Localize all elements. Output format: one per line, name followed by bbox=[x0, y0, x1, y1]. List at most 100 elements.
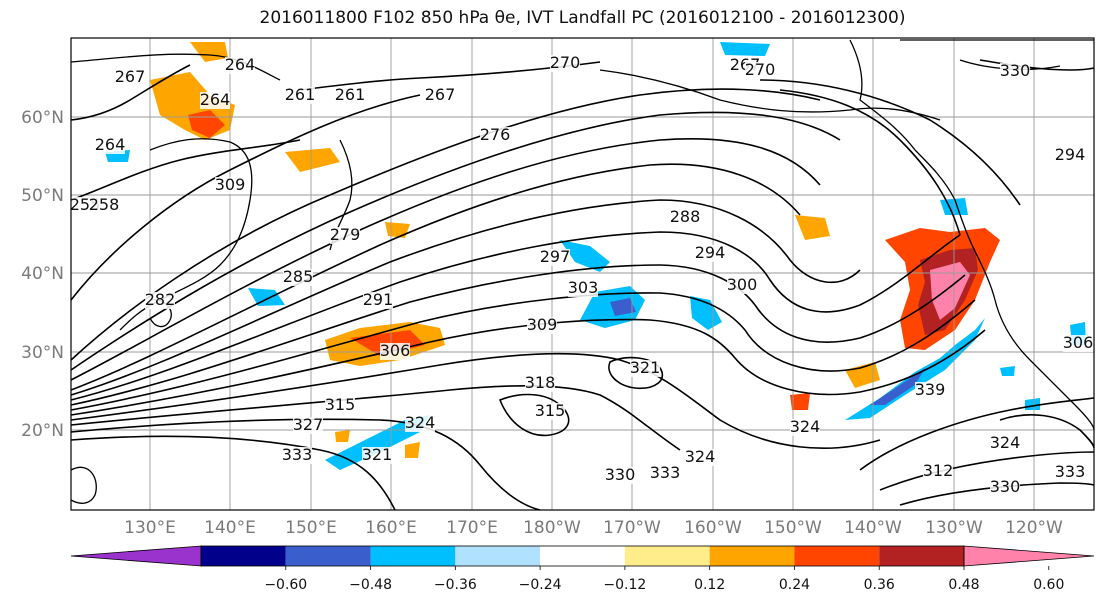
lon-tick-label: 150°E bbox=[285, 518, 337, 538]
contour-label-text: 294 bbox=[695, 243, 726, 262]
lon-tick-label: 120°W bbox=[1005, 518, 1063, 538]
contour-label: 315 bbox=[325, 395, 355, 414]
shade-blob bbox=[560, 240, 610, 272]
contour-label-text: 324 bbox=[790, 417, 821, 436]
contour-label: 330 bbox=[1000, 61, 1031, 80]
lon-tick-label: 170°E bbox=[446, 518, 498, 538]
contour-line bbox=[759, 79, 1021, 206]
contour-label-text: 330 bbox=[1000, 61, 1031, 80]
graticule bbox=[71, 38, 1094, 510]
contour-label-bg bbox=[727, 277, 757, 294]
contour-label-bg bbox=[363, 292, 393, 309]
contour-label: 306 bbox=[380, 341, 410, 360]
contour-labels: 2672642702672612672642552582762792852912… bbox=[70, 53, 1093, 496]
shade-blob bbox=[1025, 398, 1040, 410]
contour-line bbox=[70, 318, 986, 416]
shade-blob bbox=[690, 296, 722, 330]
lon-tick-label: 140°W bbox=[844, 518, 902, 538]
contour-label-text: 321 bbox=[362, 445, 393, 464]
contour-label-bg bbox=[425, 87, 455, 104]
contour-label-text: 339 bbox=[915, 380, 946, 399]
lon-tick-label: 140°E bbox=[204, 518, 256, 538]
contour-label: 291 bbox=[363, 290, 393, 309]
contour-line bbox=[70, 352, 881, 449]
contour-label-bg bbox=[330, 227, 360, 244]
shade-blob bbox=[790, 393, 810, 410]
shade-blob bbox=[795, 215, 830, 240]
contour-label-bg bbox=[145, 292, 175, 309]
contour-label-bg bbox=[293, 417, 323, 434]
contour-label: 267 bbox=[115, 67, 145, 86]
contour-label-text: 300 bbox=[727, 275, 758, 294]
contour-line bbox=[70, 88, 821, 361]
colorbar-segment bbox=[370, 546, 456, 566]
coastline bbox=[149, 138, 253, 201]
contour-line bbox=[70, 435, 396, 511]
colorbar-extend-low bbox=[70, 545, 202, 567]
contour-label-text: 270 bbox=[550, 53, 581, 72]
contour-line bbox=[70, 199, 861, 396]
contour-label: 315 bbox=[535, 401, 566, 420]
contour-label-text: 303 bbox=[568, 278, 599, 297]
shade-blob bbox=[1000, 366, 1015, 376]
contour-label: 312 bbox=[923, 461, 953, 480]
contour-label-bg bbox=[215, 177, 245, 194]
colorbar-segment bbox=[709, 546, 795, 566]
contour-line bbox=[70, 163, 801, 391]
contour-label-text: 294 bbox=[1055, 145, 1086, 164]
shade-blob bbox=[335, 430, 350, 442]
contour-label-text: 324 bbox=[990, 433, 1021, 452]
contour-label-bg bbox=[605, 467, 635, 484]
contour-label-text: 318 bbox=[525, 373, 556, 392]
contour-label-bg bbox=[685, 449, 715, 466]
lon-tick-label: 160°E bbox=[365, 518, 417, 538]
contour-label-bg bbox=[1055, 147, 1085, 164]
contour-line bbox=[70, 385, 681, 451]
coastline bbox=[70, 466, 97, 504]
colorbar-tick-label: 0.48 bbox=[948, 577, 979, 593]
colorbar-outline bbox=[200, 545, 965, 567]
contour-label: 333 bbox=[1055, 462, 1085, 481]
colorbar-segment bbox=[624, 546, 710, 566]
shade-blob bbox=[405, 442, 420, 458]
contour-label: 270 bbox=[745, 60, 775, 79]
contour-label-bg bbox=[695, 245, 725, 262]
contour-label-bg bbox=[915, 382, 945, 399]
contour-label: 264 bbox=[200, 90, 230, 109]
contour-label-bg bbox=[115, 69, 145, 86]
contour-label-bg bbox=[670, 209, 700, 226]
shade-blob bbox=[610, 298, 636, 316]
colorbar-segment bbox=[879, 546, 964, 566]
contour-label: 333 bbox=[650, 463, 680, 482]
lat-tick-label: 50°N bbox=[21, 186, 64, 206]
contour-label: 297 bbox=[540, 247, 570, 266]
contour-line bbox=[70, 139, 301, 201]
contour-label: 330 bbox=[605, 465, 635, 484]
shade-blob bbox=[285, 148, 340, 172]
contour-label-text: 324 bbox=[405, 413, 436, 432]
contour-label-text: 321 bbox=[630, 358, 661, 377]
contour-label: 306 bbox=[1063, 333, 1093, 352]
lon-tick-label: 160°W bbox=[684, 518, 742, 538]
lat-tick-label: 30°N bbox=[21, 343, 64, 363]
contour-label: 294 bbox=[695, 243, 726, 262]
lat-tick-label: 20°N bbox=[21, 421, 64, 441]
lon-tick-label: 150°W bbox=[764, 518, 822, 538]
colorbar-tick-label: −0.60 bbox=[264, 577, 307, 593]
contour-label-text: 315 bbox=[535, 401, 566, 420]
colorbar: −0.60 −0.48 −0.36 −0.24 −0.12 0.12 0.24 0.36 0.4… bbox=[70, 545, 1095, 593]
contour-label-bg bbox=[335, 87, 365, 104]
contour-label: 339 bbox=[915, 380, 946, 399]
coastline bbox=[1029, 359, 1095, 431]
contour-label-text: 279 bbox=[330, 225, 361, 244]
contour-label-bg bbox=[283, 269, 313, 286]
lon-tick-label: 130°E bbox=[124, 518, 176, 538]
contour-line bbox=[70, 94, 421, 301]
contour-label: 309 bbox=[527, 315, 557, 334]
contour-label-bg bbox=[89, 197, 119, 214]
coastline bbox=[914, 149, 1031, 361]
contour-label: 324 bbox=[405, 413, 436, 432]
contour-label-bg bbox=[527, 317, 557, 334]
contour-label: 327 bbox=[293, 415, 323, 434]
